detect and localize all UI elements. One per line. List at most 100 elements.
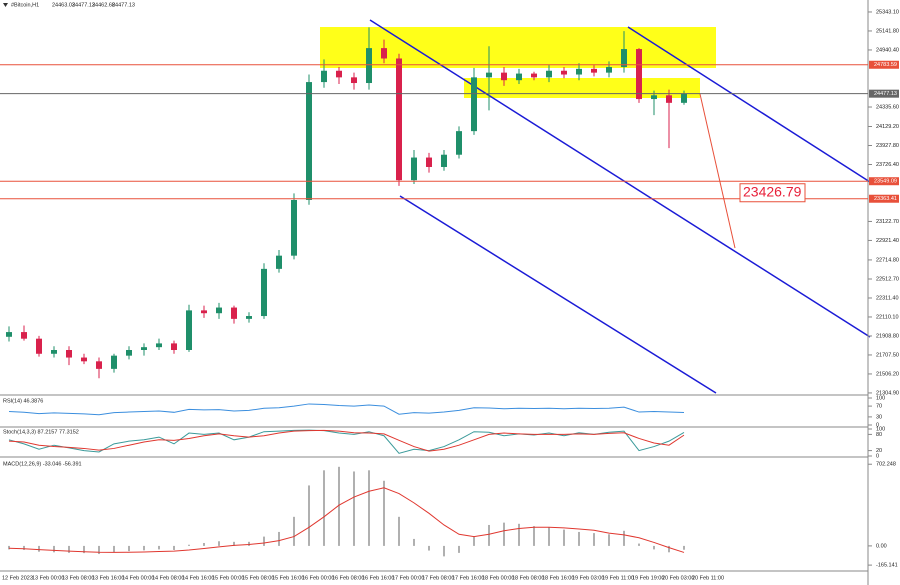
y-tick-label: 0 [876, 453, 879, 459]
macd-bar [368, 470, 370, 546]
y-tick-label: 25141.80 [876, 28, 899, 34]
macd-bar [458, 545, 460, 553]
channel-line [627, 26, 871, 183]
chart-title: #Bitcoin,H1 [11, 2, 39, 8]
y-tick-label: 23122.70 [876, 219, 899, 225]
indicator-label: MACD(12,26,9) -33.046 -56.391 [3, 461, 82, 467]
macd-bar [473, 536, 475, 546]
y-tick-label: 21908.80 [876, 333, 899, 339]
projection-line [699, 93, 736, 249]
candle-body [411, 157, 417, 181]
macd-bar [263, 536, 265, 546]
header-value: 24462.68 [92, 2, 115, 8]
x-tick-label: 15 Feb 08:00 [242, 575, 274, 581]
y-tick-label: 22110.10 [876, 314, 899, 320]
candle-body [426, 157, 432, 167]
x-tick-label: 12 Feb 2023 [2, 575, 33, 581]
candle-body [246, 316, 252, 319]
macd-bar [23, 545, 25, 550]
macd-bar [113, 545, 115, 553]
candle-body [156, 343, 162, 348]
macd-bar [668, 545, 670, 553]
y-tick-label: 24940.40 [876, 47, 899, 53]
x-tick-label: 16 Feb 08:00 [332, 575, 364, 581]
candle-body [456, 131, 462, 155]
candle-body [486, 72, 492, 78]
x-tick-label: 17 Feb 00:00 [392, 575, 424, 581]
x-tick-label: 17 Feb 16:00 [452, 575, 484, 581]
x-tick-label: 18 Feb 08:00 [512, 575, 544, 581]
x-tick-label: 14 Feb 16:00 [182, 575, 214, 581]
candle-body [216, 307, 222, 314]
macd-bar [413, 538, 415, 546]
candle-body [261, 268, 267, 317]
macd-bar [338, 466, 340, 546]
y-tick-label: 21506.20 [876, 371, 899, 377]
macd-bar [158, 545, 160, 550]
x-tick-label: 19 Feb 11:00 [602, 575, 634, 581]
macd-bar [428, 545, 430, 551]
y-tick-label: 100 [876, 395, 885, 401]
candle-body [516, 73, 522, 81]
x-tick-label: 13 Feb 00:00 [32, 575, 64, 581]
y-tick-label: 23927.80 [876, 143, 899, 149]
candle-body [81, 357, 87, 362]
channel-line [369, 19, 871, 338]
collapse-icon [3, 3, 8, 7]
macd-bar [353, 471, 355, 546]
x-tick-label: 19 Feb 03:00 [572, 575, 604, 581]
macd-bar [293, 516, 295, 546]
macd-bar [653, 545, 655, 550]
macd-bar [128, 545, 130, 552]
macd-bar [248, 541, 250, 546]
y-tick-label: 22921.40 [876, 238, 899, 244]
candle-body [501, 72, 507, 81]
candle-body [666, 95, 672, 103]
macd-bar [638, 543, 640, 546]
y-tick-label: -165.141 [876, 563, 898, 569]
y-tick-label: 702.248 [876, 462, 896, 468]
candle-body [186, 310, 192, 350]
macd-bar [578, 531, 580, 546]
macd-bar [593, 533, 595, 546]
price-level-tag [869, 60, 899, 69]
candle-body [141, 347, 147, 350]
macd-bar [548, 527, 550, 546]
candle-body [396, 58, 402, 181]
header-value: 24477.13 [112, 2, 135, 8]
x-tick-label: 13 Feb 08:00 [62, 575, 94, 581]
price-level-tag [869, 89, 899, 98]
y-tick-label: 0 [876, 422, 879, 428]
indicator-label: Stoch(14,3,3) 87.2157 77.3152 [3, 429, 79, 435]
macd-bar [443, 545, 445, 557]
price-level-label: 24783.59 [874, 62, 897, 68]
indicator-line [8, 429, 685, 452]
candle-body [306, 82, 312, 200]
resistance-zone [320, 27, 716, 68]
macd-bar [218, 541, 220, 546]
candle-body [171, 343, 177, 350]
candle-body [36, 338, 42, 354]
candle-body [6, 332, 12, 337]
candle-body [126, 350, 132, 356]
y-tick-label: 20 [876, 448, 882, 454]
candle-body [651, 95, 657, 100]
macd-bar [203, 542, 205, 546]
macd-bar [278, 531, 280, 546]
header-value: 24463.03 [52, 2, 75, 8]
candle-body [561, 70, 567, 75]
macd-bar [83, 545, 85, 554]
macd-bar [533, 526, 535, 546]
x-tick-label: 18 Feb 16:00 [542, 575, 574, 581]
indicator-label: RSI(14) 46.3876 [3, 398, 43, 404]
macd-bar [98, 545, 100, 555]
price-callout-box [739, 183, 806, 203]
candle-body [231, 307, 237, 319]
macd-bar [173, 545, 175, 550]
support-zone [464, 78, 700, 98]
macd-bar [308, 485, 310, 546]
candle-body [441, 154, 447, 167]
x-tick-label: 15 Feb 16:00 [272, 575, 304, 581]
candle-body [366, 48, 372, 84]
